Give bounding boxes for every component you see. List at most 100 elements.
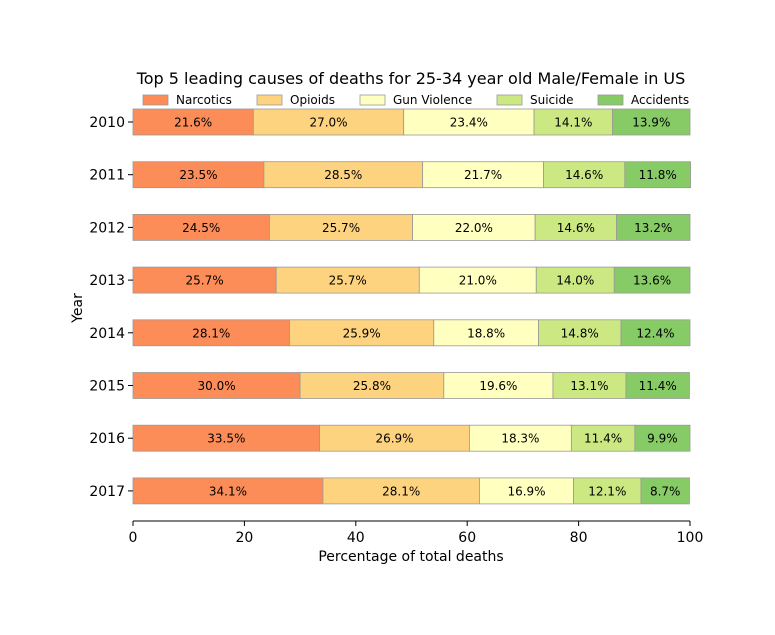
data-label: 13.1% — [570, 379, 608, 393]
bar-narcotics-2014 — [132, 319, 290, 347]
y-axis-label: Year — [70, 293, 86, 324]
bar-narcotics-2010 — [132, 108, 254, 136]
data-label: 14.0% — [556, 274, 594, 288]
bar-accidents-2010 — [612, 108, 691, 136]
legend-swatch-gun-violence — [359, 94, 386, 106]
data-label: 21.0% — [459, 274, 497, 288]
data-label: 11.4% — [584, 432, 622, 446]
data-label: 30.0% — [197, 379, 235, 393]
y-tick-label: 2012 — [89, 220, 125, 236]
x-tick-label: 80 — [570, 530, 588, 546]
legend-label-narcotics: Narcotics — [176, 93, 232, 107]
data-label: 13.9% — [632, 116, 670, 130]
data-label: 26.9% — [375, 432, 413, 446]
data-label: 24.5% — [182, 221, 220, 235]
x-tick-label: 40 — [347, 530, 365, 546]
y-axis-ticks: 2010 2011 2012 2013 2014 2015 2016 2017 — [89, 115, 133, 500]
data-label: 23.4% — [450, 116, 488, 130]
data-label: 16.9% — [507, 484, 545, 498]
data-label: 14.8% — [561, 326, 599, 340]
data-label: 25.7% — [322, 221, 360, 235]
x-axis-label: Percentage of total deaths — [318, 549, 503, 565]
data-label: 14.1% — [554, 116, 592, 130]
y-tick-label: 2011 — [89, 168, 125, 184]
data-label: 8.7% — [650, 484, 681, 498]
legend-label-gun-violence: Gun Violence — [393, 93, 472, 107]
bar-opioids-2011 — [263, 161, 424, 189]
data-label: 25.7% — [329, 274, 367, 288]
y-tick-label: 2010 — [89, 115, 125, 131]
data-label: 28.1% — [192, 326, 230, 340]
data-label: 14.6% — [557, 221, 595, 235]
bar-suicide-2012 — [534, 213, 617, 241]
data-label: 18.3% — [501, 432, 539, 446]
bar-opioids-2012 — [269, 213, 414, 241]
bar-suicide-2013 — [535, 266, 615, 294]
y-tick-label: 2014 — [89, 326, 125, 342]
data-label: 34.1% — [209, 484, 247, 498]
data-label: 18.8% — [467, 326, 505, 340]
data-label: 21.7% — [464, 168, 502, 182]
bar-accidents-2014 — [620, 319, 691, 347]
data-label: 13.2% — [634, 221, 672, 235]
data-label: 12.1% — [588, 484, 626, 498]
data-label: 27.0% — [309, 116, 347, 130]
y-tick-label: 2017 — [89, 484, 125, 500]
data-label: 19.6% — [479, 379, 517, 393]
chart-title: Top 5 leading causes of deaths for 25-34… — [136, 69, 686, 88]
data-label: 28.5% — [324, 168, 362, 182]
data-label: 25.7% — [186, 274, 224, 288]
data-label: 25.8% — [353, 379, 391, 393]
y-tick-label: 2016 — [89, 431, 125, 447]
data-label: 22.0% — [455, 221, 493, 235]
bar-narcotics-2016 — [132, 424, 320, 452]
bar-gun-violence-2017 — [479, 477, 574, 505]
bar-gun-violence-2010 — [403, 108, 535, 136]
y-tick-label: 2015 — [89, 379, 125, 395]
bar-accidents-2015 — [625, 372, 690, 399]
data-labels: 21.6% 27.0% 23.4% 14.1% 13.9% 23.5% 28.5% 21.7%… — [174, 116, 680, 499]
bar-opioids-2014 — [289, 319, 435, 347]
bar-suicide-2015 — [552, 372, 627, 399]
bar-suicide-2017 — [573, 477, 642, 505]
bars — [132, 108, 691, 505]
bar-gun-violence-2012 — [412, 213, 536, 241]
data-label: 13.6% — [633, 274, 671, 288]
data-label: 11.4% — [639, 379, 677, 393]
x-tick-label: 60 — [458, 530, 476, 546]
legend: Narcotics Opioids Gun Violence Suicide Accid… — [142, 93, 689, 107]
bar-opioids-2010 — [252, 108, 405, 136]
legend-label-suicide: Suicide — [530, 93, 574, 107]
bar-accidents-2016 — [634, 424, 691, 452]
data-label: 11.8% — [639, 168, 677, 182]
x-tick-label: 0 — [129, 530, 138, 546]
bar-opioids-2015 — [299, 372, 445, 399]
bar-opioids-2017 — [322, 477, 480, 505]
data-label: 9.9% — [647, 432, 678, 446]
data-label: 33.5% — [207, 432, 245, 446]
bar-accidents-2012 — [616, 213, 691, 241]
x-tick-label: 20 — [235, 530, 253, 546]
bar-opioids-2013 — [275, 266, 420, 294]
legend-label-opioids: Opioids — [290, 93, 335, 107]
legend-swatch-narcotics — [142, 94, 169, 106]
bar-gun-violence-2014 — [433, 319, 539, 347]
x-axis: 0 20 40 60 80 100 — [129, 520, 704, 546]
data-label: 12.4% — [636, 326, 674, 340]
legend-swatch-accidents — [597, 94, 624, 106]
bar-accidents-2011 — [624, 161, 691, 189]
x-tick-label: 100 — [677, 530, 704, 546]
legend-swatch-suicide — [496, 94, 523, 106]
bar-suicide-2011 — [543, 161, 626, 189]
bar-suicide-2016 — [570, 424, 636, 452]
data-label: 23.5% — [179, 168, 217, 182]
data-label: 28.1% — [382, 484, 420, 498]
bar-gun-violence-2015 — [443, 372, 554, 399]
legend-label-accidents: Accidents — [631, 93, 689, 107]
data-label: 14.6% — [565, 168, 603, 182]
bar-accidents-2017 — [640, 477, 690, 505]
data-label: 25.9% — [343, 326, 381, 340]
data-label: 21.6% — [174, 116, 212, 130]
bar-gun-violence-2013 — [418, 266, 537, 294]
